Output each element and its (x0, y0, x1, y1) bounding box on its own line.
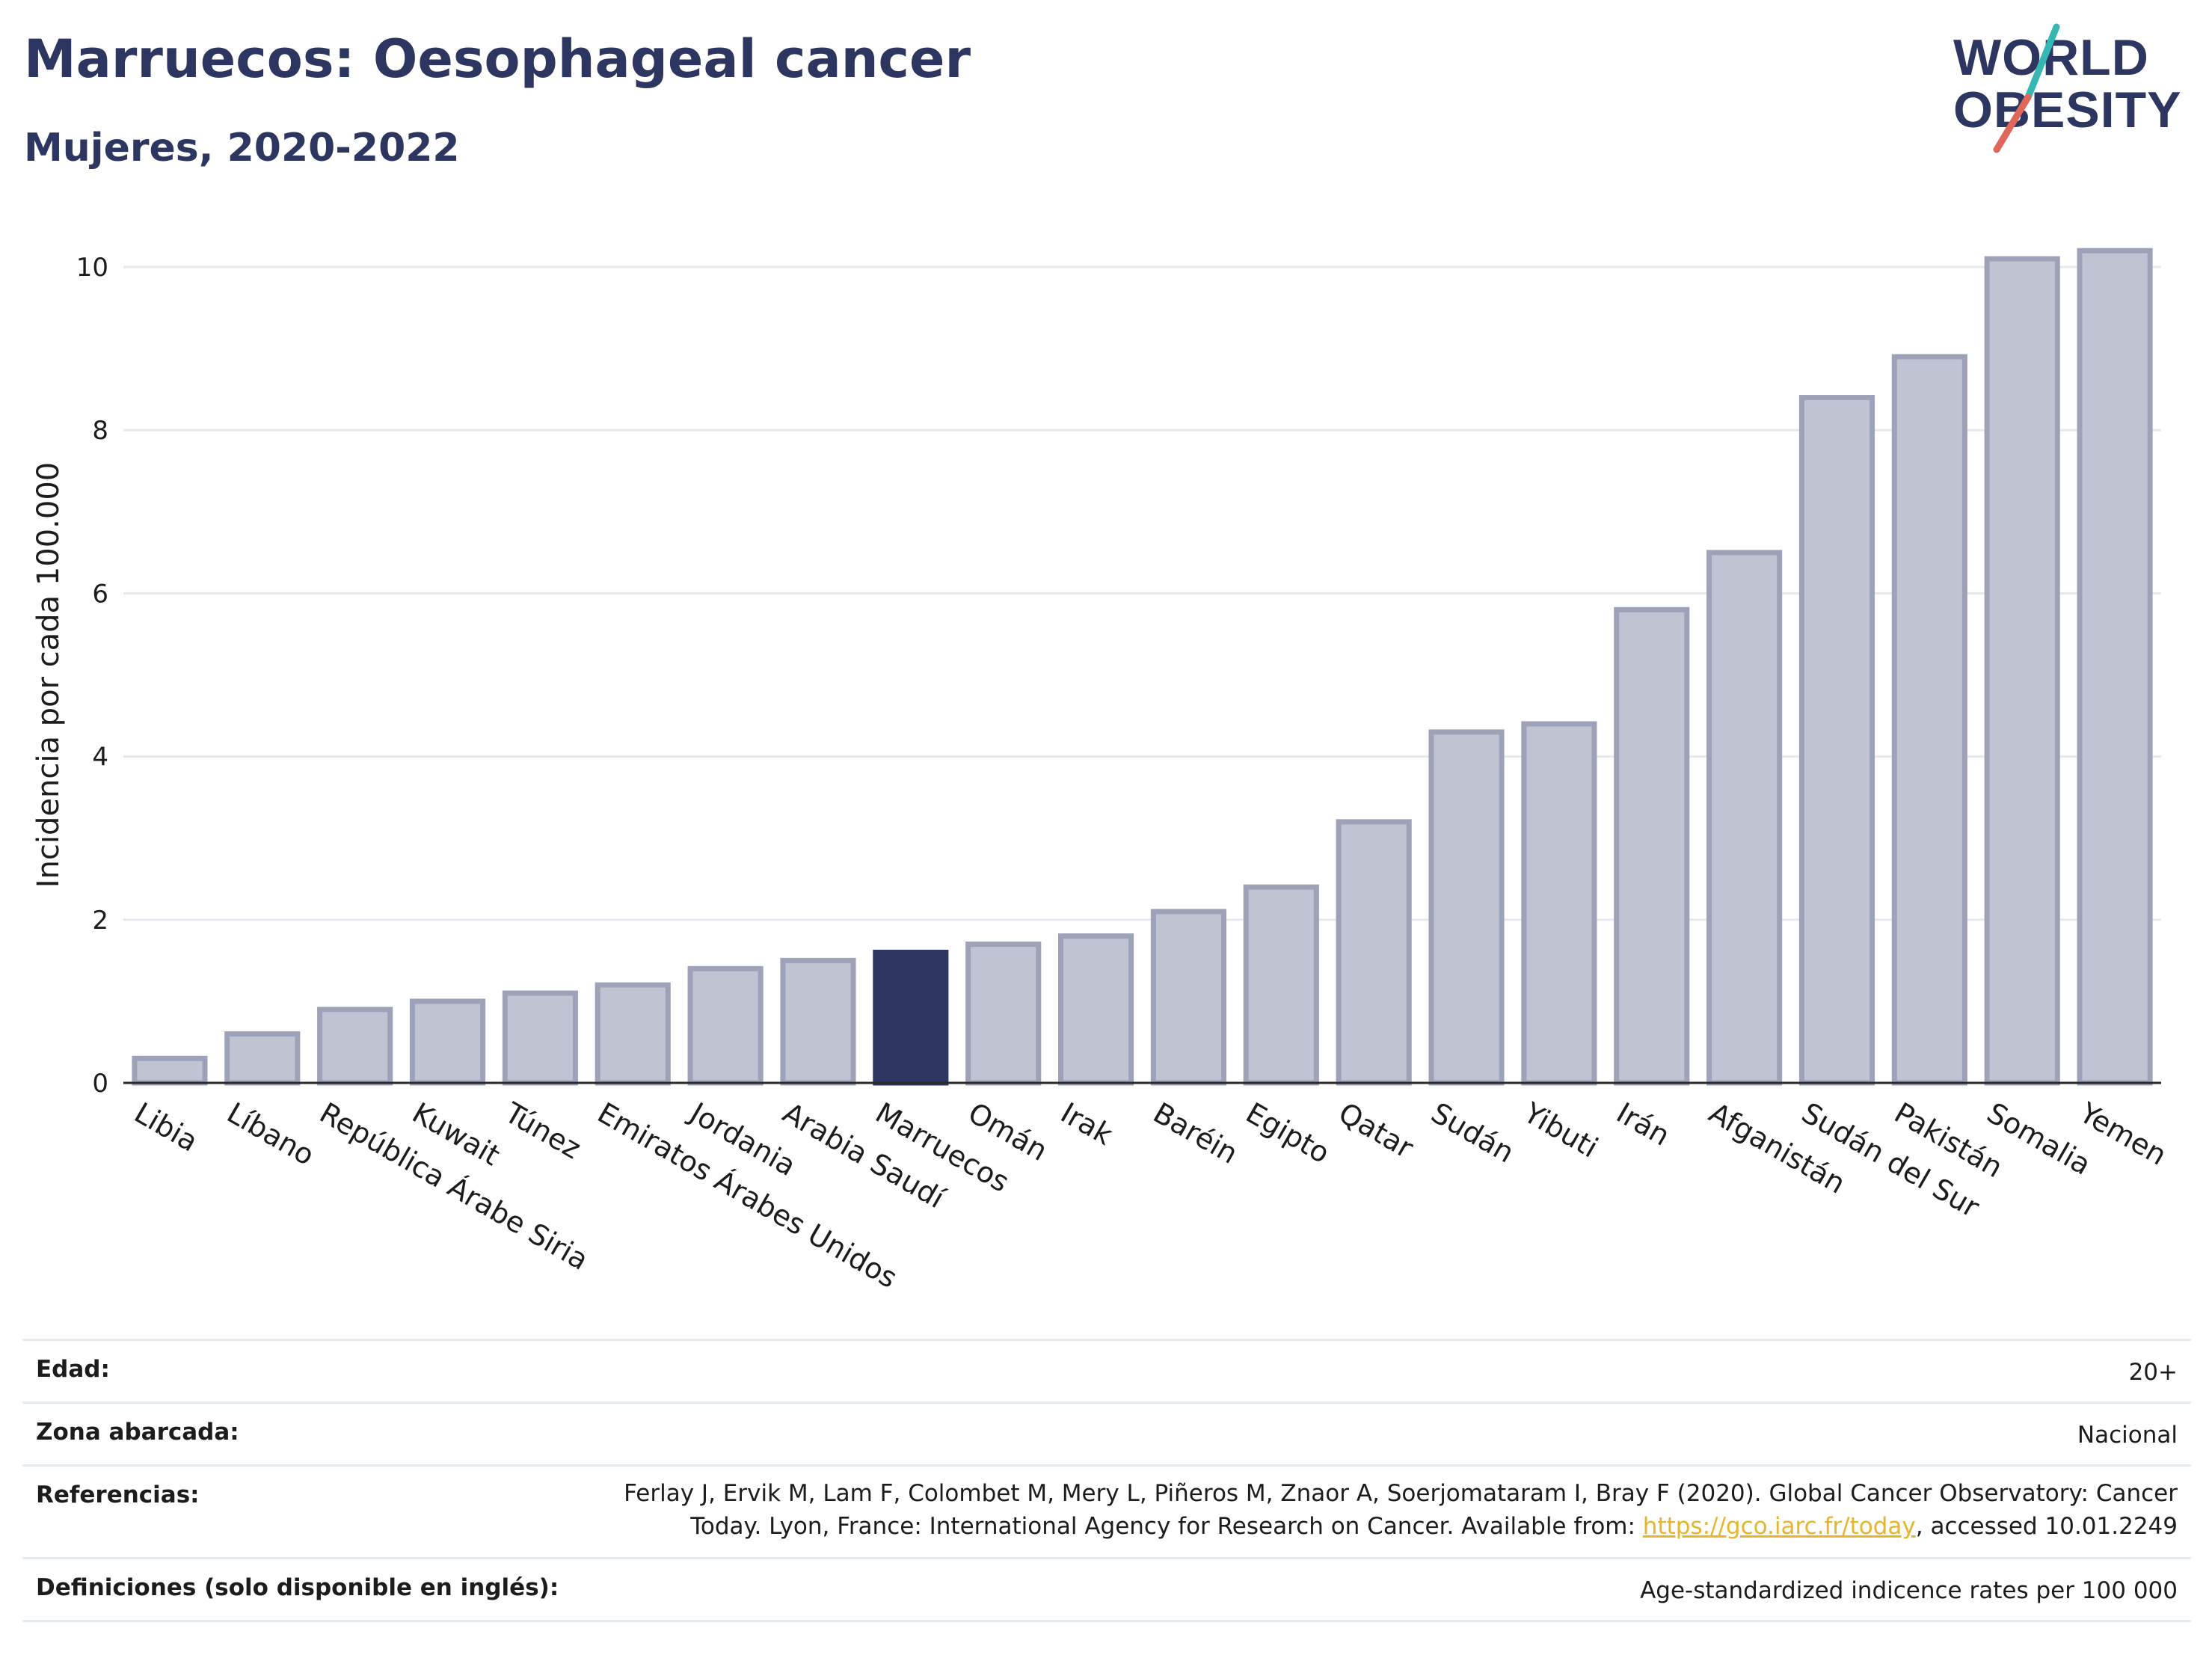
bar-kuwait (409, 998, 486, 1086)
bar-marruecos (873, 949, 949, 1086)
x-tick-label: Irak (1055, 1096, 1118, 1152)
bar-irán (1614, 607, 1690, 1086)
meta-row-definiciones: Definiciones (solo disponible en inglés)… (22, 1557, 2191, 1622)
bars (132, 248, 2153, 1086)
meta-def-value: Age-standardized indicence rates per 100… (582, 1557, 2191, 1622)
meta-ref-line2-post: , accessed 10.01.2249 (1915, 1513, 2178, 1540)
bar-yibuti (1521, 721, 1597, 1086)
bar-arabia-saudí (780, 957, 856, 1086)
meta-def-label: Definiciones (solo disponible en inglés)… (22, 1557, 583, 1622)
meta-ref-value: Ferlay J, Ervik M, Lam F, Colombet M, Me… (582, 1464, 2191, 1559)
bar-somalia (1984, 256, 2060, 1086)
world-obesity-logo: WORLD OBESITY (1953, 23, 2182, 153)
x-tick-label: Baréin (1148, 1096, 1244, 1170)
chart-subtitle: Mujeres, 2020-2022 (24, 126, 460, 171)
meta-row-referencias: Referencias: Ferlay J, Ervik M, Lam F, C… (22, 1464, 2191, 1559)
meta-zona-value: Nacional (582, 1401, 2191, 1466)
y-axis-ticks: 0 2 4 6 8 10 (76, 253, 108, 1099)
bar-egipto (1243, 884, 1319, 1086)
bar-irak (1058, 933, 1134, 1086)
x-tick-label: Egipto (1241, 1096, 1336, 1170)
logo-slash-teal (2024, 23, 2060, 101)
y-axis-label: Incidencia por cada 100.000 (31, 462, 66, 888)
x-tick-label: Yibuti (1518, 1096, 1604, 1164)
meta-row-edad: Edad: 20+ (22, 1339, 2191, 1403)
meta-ref-line2-pre: Today. Lyon, France: International Agenc… (690, 1513, 1643, 1540)
x-tick-label: Qatar (1333, 1096, 1419, 1165)
chart-title: Marruecos: Oesophageal cancer (24, 28, 971, 90)
logo-line-2: OBESITY (1953, 82, 2182, 138)
x-tick-label: Sudán (1426, 1096, 1520, 1170)
bar-jordania (687, 965, 764, 1086)
meta-zona-label: Zona abarcada: (22, 1401, 583, 1466)
x-tick-label: Irán (1611, 1096, 1675, 1152)
meta-row-zona: Zona abarcada: Nacional (22, 1401, 2191, 1466)
x-tick-label: Túnez (499, 1096, 586, 1165)
meta-ref-link[interactable]: https://gco.iarc.fr/today (1642, 1513, 1916, 1540)
bar-qatar (1336, 819, 1412, 1086)
bar-túnez (502, 990, 578, 1086)
bar-líbano (224, 1031, 301, 1086)
y-tick-label: 6 (92, 579, 108, 609)
bar-emiratos-árabes-unidos (595, 982, 671, 1086)
meta-edad-value: 20+ (582, 1339, 2191, 1403)
y-tick-label: 4 (92, 743, 108, 773)
bar-república-árabe-siria (317, 1007, 393, 1086)
y-tick-label: 0 (92, 1069, 108, 1099)
bar-libia (132, 1055, 208, 1086)
meta-ref-line1: Ferlay J, Ervik M, Lam F, Colombet M, Me… (624, 1480, 2178, 1507)
meta-edad-label: Edad: (22, 1339, 583, 1403)
bar-omán (965, 942, 1042, 1086)
y-tick-label: 2 (92, 906, 108, 936)
metadata-table: Edad: 20+ Zona abarcada: Nacional Refere… (22, 1339, 2191, 1622)
x-tick-label: Libia (129, 1096, 203, 1158)
bar-sudán (1428, 729, 1505, 1086)
y-tick-label: 8 (92, 416, 108, 446)
bar-baréin (1150, 909, 1227, 1086)
meta-ref-line2: Today. Lyon, France: International Agenc… (595, 1510, 2178, 1543)
bar-afganistán (1706, 550, 1783, 1086)
x-tick-label: Líbano (221, 1096, 320, 1172)
bar-sudán-del-sur (1798, 395, 1875, 1086)
y-tick-label: 10 (76, 253, 108, 283)
bar-yemen (2077, 248, 2153, 1086)
meta-ref-label: Referencias: (22, 1464, 583, 1559)
logo-slash-red (1993, 93, 2032, 153)
bar-pakistán (1891, 354, 1967, 1086)
